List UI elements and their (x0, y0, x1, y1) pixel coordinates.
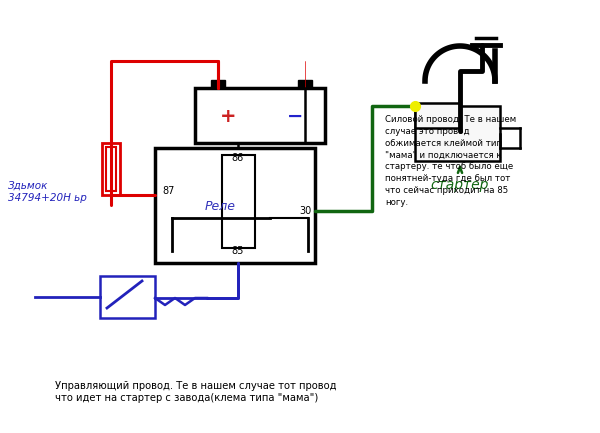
Text: +: + (220, 107, 236, 126)
Bar (415, 103, 460, 128)
Text: Здьмок
34794+20Н ьр: Здьмок 34794+20Н ьр (8, 181, 87, 203)
Bar (155, 148, 315, 263)
Text: Реле: Реле (205, 200, 236, 213)
Text: Управляющий провод. Те в нашем случае тот провод
что идет на стартер с завода(кл: Управляющий провод. Те в нашем случае то… (55, 381, 337, 403)
Text: 86: 86 (232, 153, 244, 163)
Text: 87: 87 (163, 186, 175, 196)
Text: Силовой провод. Те в нашем
случае это провод
обжимается клеймой тип
"мама" и под: Силовой провод. Те в нашем случае это пр… (385, 115, 516, 207)
Text: стартер: стартер (431, 178, 489, 192)
Bar (106, 147, 116, 191)
Text: 30: 30 (299, 206, 311, 216)
Bar (211, 80, 225, 88)
Text: −: − (287, 107, 303, 126)
Bar (195, 88, 325, 143)
Bar (415, 106, 500, 161)
Bar (222, 155, 255, 248)
Bar (100, 276, 155, 318)
Text: 85: 85 (232, 246, 244, 256)
Bar (298, 80, 312, 88)
Bar (102, 143, 120, 195)
